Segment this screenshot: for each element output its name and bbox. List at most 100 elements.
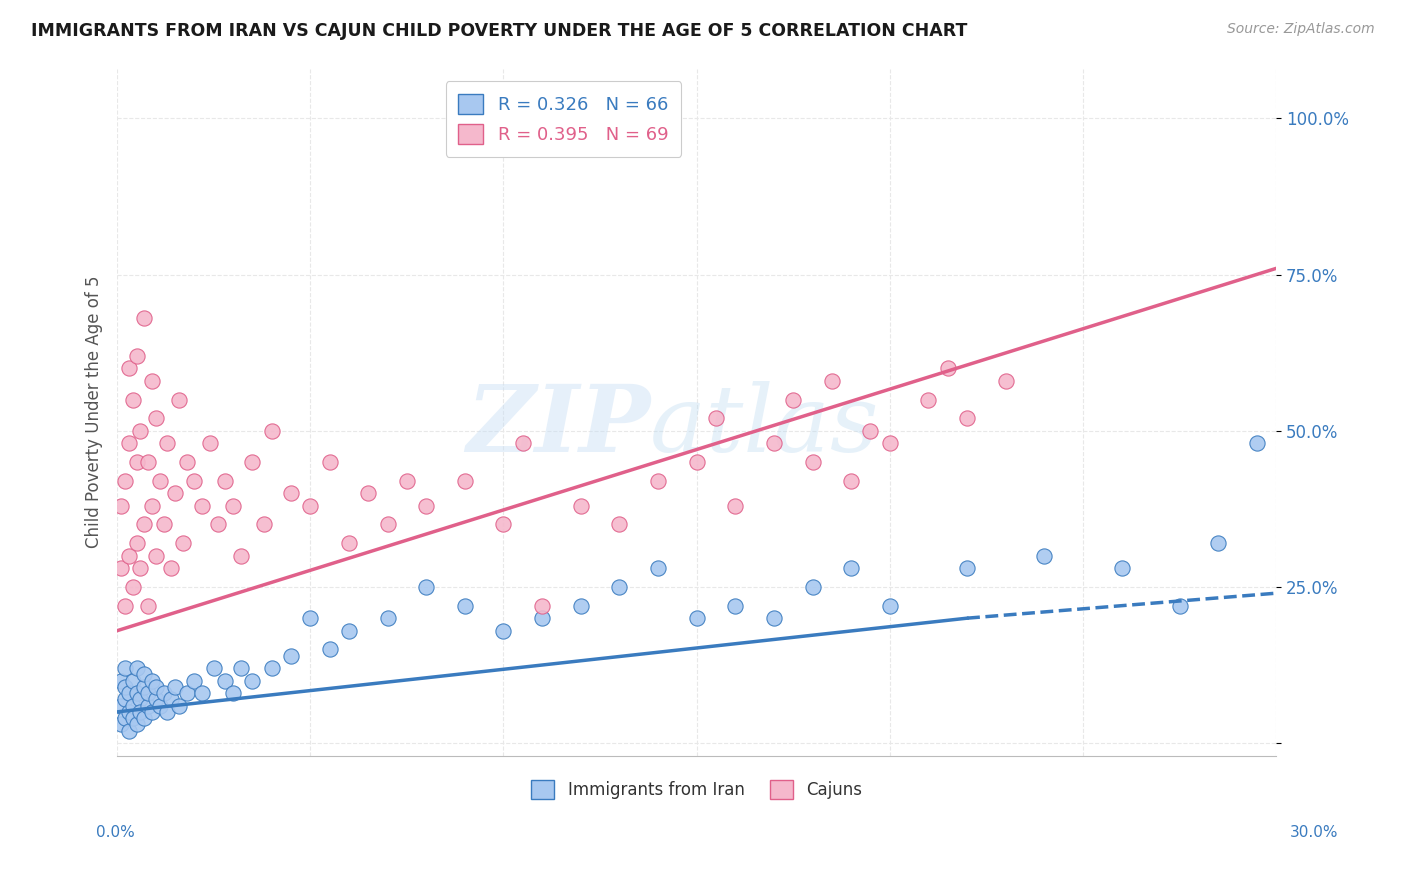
Point [145, 692, 167, 706]
Point [156, 705, 179, 719]
Text: atlas: atlas [651, 381, 880, 471]
Point [260, 661, 283, 675]
Point [125, 717, 148, 731]
Point [191, 499, 214, 513]
Point [125, 455, 148, 469]
Point [801, 455, 824, 469]
Point [956, 411, 979, 425]
Point [415, 499, 437, 513]
Point [121, 392, 143, 407]
Point [121, 698, 143, 713]
Point [377, 611, 399, 625]
Point [569, 599, 592, 613]
Point [145, 680, 167, 694]
Point [801, 580, 824, 594]
Text: IMMIGRANTS FROM IRAN VS CAJUN CHILD POVERTY UNDER THE AGE OF 5 CORRELATION CHART: IMMIGRANTS FROM IRAN VS CAJUN CHILD POVE… [31, 22, 967, 40]
Point [125, 686, 148, 700]
Point [141, 673, 163, 688]
Point [222, 686, 245, 700]
Point [647, 561, 669, 575]
Point [118, 705, 141, 719]
Point [136, 599, 159, 613]
Point [183, 673, 205, 688]
Point [149, 698, 172, 713]
Point [454, 599, 477, 613]
Point [121, 673, 143, 688]
Point [704, 411, 727, 425]
Point [172, 536, 194, 550]
Point [141, 499, 163, 513]
Point [202, 661, 225, 675]
Point [110, 698, 132, 713]
Point [280, 648, 302, 663]
Point [318, 642, 340, 657]
Point [260, 424, 283, 438]
Point [118, 436, 141, 450]
Point [917, 392, 939, 407]
Point [152, 686, 174, 700]
Point [222, 499, 245, 513]
Point [114, 680, 136, 694]
Point [242, 673, 264, 688]
Point [114, 661, 136, 675]
Point [299, 499, 322, 513]
Point [134, 517, 156, 532]
Point [415, 580, 437, 594]
Point [165, 486, 187, 500]
Point [129, 424, 152, 438]
Point [762, 611, 785, 625]
Point [395, 474, 418, 488]
Point [118, 723, 141, 738]
Point [160, 692, 183, 706]
Point [1168, 599, 1191, 613]
Point [129, 561, 152, 575]
Point [114, 474, 136, 488]
Point [152, 517, 174, 532]
Point [647, 474, 669, 488]
Point [337, 624, 360, 638]
Point [176, 455, 198, 469]
Point [141, 705, 163, 719]
Point [110, 673, 132, 688]
Point [280, 486, 302, 500]
Point [121, 580, 143, 594]
Point [198, 436, 221, 450]
Point [762, 436, 785, 450]
Point [191, 686, 214, 700]
Point [839, 561, 862, 575]
Text: Source: ZipAtlas.com: Source: ZipAtlas.com [1227, 22, 1375, 37]
Point [724, 499, 747, 513]
Point [167, 698, 190, 713]
Point [229, 549, 252, 563]
Point [879, 599, 901, 613]
Point [125, 661, 148, 675]
Text: 0.0%: 0.0% [96, 825, 135, 839]
Point [859, 424, 882, 438]
Point [724, 599, 747, 613]
Point [685, 455, 707, 469]
Point [685, 611, 707, 625]
Point [318, 455, 340, 469]
Point [121, 711, 143, 725]
Point [1206, 536, 1229, 550]
Point [160, 561, 183, 575]
Point [134, 680, 156, 694]
Point [214, 474, 236, 488]
Point [149, 474, 172, 488]
Point [1246, 436, 1268, 450]
Point [1111, 561, 1133, 575]
Point [229, 661, 252, 675]
Point [956, 561, 979, 575]
Point [114, 711, 136, 725]
Point [207, 517, 229, 532]
Point [110, 499, 132, 513]
Point [839, 474, 862, 488]
Point [141, 374, 163, 388]
Point [167, 392, 190, 407]
Point [145, 549, 167, 563]
Point [492, 517, 515, 532]
Point [253, 517, 276, 532]
Point [134, 667, 156, 681]
Point [377, 517, 399, 532]
Point [118, 686, 141, 700]
